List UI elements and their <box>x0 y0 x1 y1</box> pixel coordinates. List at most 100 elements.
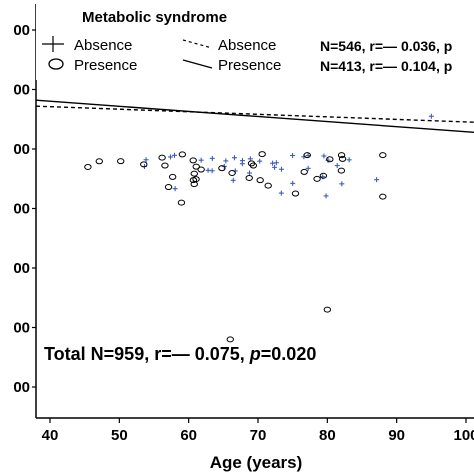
point-presence <box>226 336 234 343</box>
legend-label-presence: Presence <box>74 57 137 74</box>
y-tick-label: 00 <box>13 260 30 277</box>
point-absence <box>247 156 253 162</box>
x-tick-label: 90 <box>388 427 405 444</box>
point-presence <box>264 182 272 189</box>
point-absence <box>239 158 245 164</box>
y-tick-label: 00 <box>13 82 30 99</box>
point-presence <box>303 152 311 159</box>
point-presence <box>245 174 253 181</box>
y-tick-label: 00 <box>13 379 30 396</box>
point-absence <box>205 167 211 173</box>
point-absence <box>305 165 311 171</box>
legend-dashed-line <box>182 39 213 49</box>
point-absence <box>346 157 352 163</box>
annotations: Total N=959, r=— 0.075, p=0.020 <box>44 344 316 364</box>
point-presence <box>256 177 264 184</box>
y-tick-label: 00 <box>13 201 30 218</box>
x-tick-label: 60 <box>180 427 197 444</box>
point-presence <box>337 167 346 174</box>
fit-lines <box>35 99 474 134</box>
legend-title: Metabolic syndrome <box>82 9 227 26</box>
total-stat-prefix: Total N=959, r=— 0.075, <box>44 344 250 364</box>
point-absence <box>143 157 149 163</box>
fit-line-absence <box>35 105 474 123</box>
axes: 40 50 60 70 80 90 100 00 00 00 00 00 00 00 Age (years) <box>13 4 474 472</box>
point-presence <box>379 193 387 200</box>
stat-presence: N=413, r=— 0.104, p <box>320 58 452 74</box>
x-tick-label: 40 <box>42 427 59 444</box>
point-absence <box>428 113 434 119</box>
point-presence <box>228 170 236 177</box>
point-absence <box>290 180 296 186</box>
legend-background <box>36 4 474 80</box>
legend-label-presence-line: Presence <box>218 57 281 74</box>
point-presence <box>192 176 200 183</box>
point-presence <box>249 162 258 169</box>
point-absence <box>167 154 173 160</box>
point-presence <box>197 166 205 173</box>
legend-circle-marker <box>48 58 64 70</box>
y-tick-label: 00 <box>13 22 30 39</box>
point-presence <box>168 173 177 180</box>
point-absence <box>209 155 215 161</box>
legend-label-absence: Absence <box>74 37 132 54</box>
x-axis-label: Age (years) <box>210 453 303 472</box>
x-tick-label: 70 <box>250 427 267 444</box>
point-absence <box>272 164 278 170</box>
y-tick-label: 00 <box>13 141 30 158</box>
point-presence <box>164 184 173 191</box>
y-tick-label: 00 <box>13 320 30 337</box>
total-stat-p-symbol: p <box>249 344 261 364</box>
point-absence <box>230 177 236 183</box>
x-tick-label: 50 <box>111 427 128 444</box>
total-stat: Total N=959, r=— 0.075, p=0.020 <box>44 344 316 364</box>
point-presence <box>379 152 387 159</box>
point-absence <box>172 186 178 192</box>
legend: Metabolic syndrome Absence Presence Absence… <box>36 4 474 80</box>
point-presence <box>323 306 332 313</box>
stat-absence: N=546, r=— 0.036, p <box>320 38 452 54</box>
point-presence <box>313 175 321 182</box>
point-presence <box>190 170 198 177</box>
point-presence <box>218 165 226 172</box>
point-presence <box>140 161 148 168</box>
point-presence <box>338 155 347 162</box>
point-absence <box>278 190 284 196</box>
point-absence <box>334 163 340 169</box>
total-stat-p-value: =0.020 <box>261 344 317 364</box>
point-presence <box>161 162 169 169</box>
point-absence <box>290 152 296 158</box>
data-points <box>47 30 434 343</box>
x-tick-label: 100 <box>453 427 474 444</box>
point-presence <box>337 152 346 159</box>
point-presence <box>189 157 197 164</box>
point-absence <box>321 153 327 159</box>
point-absence <box>171 152 177 158</box>
fit-line-presence <box>35 99 474 134</box>
x-tick-label: 80 <box>319 427 336 444</box>
legend-solid-line <box>182 59 213 69</box>
legend-plus-marker <box>42 36 64 52</box>
point-presence <box>291 190 300 197</box>
point-absence <box>270 160 276 166</box>
legend-label-absence-line: Absence <box>218 37 276 54</box>
point-presence <box>192 163 200 170</box>
point-absence <box>198 157 204 163</box>
point-presence <box>178 151 187 158</box>
point-absence <box>374 177 380 183</box>
point-presence <box>117 158 125 165</box>
point-presence <box>177 199 186 206</box>
point-presence <box>319 172 328 179</box>
point-presence <box>158 154 166 161</box>
point-absence <box>223 158 229 164</box>
point-presence <box>300 168 308 175</box>
point-absence <box>278 166 284 172</box>
point-presence <box>258 151 266 158</box>
point-absence <box>323 193 329 199</box>
point-absence <box>231 155 237 161</box>
point-absence <box>339 181 345 187</box>
point-presence <box>95 158 103 165</box>
point-presence <box>326 156 334 163</box>
point-absence <box>247 170 253 176</box>
